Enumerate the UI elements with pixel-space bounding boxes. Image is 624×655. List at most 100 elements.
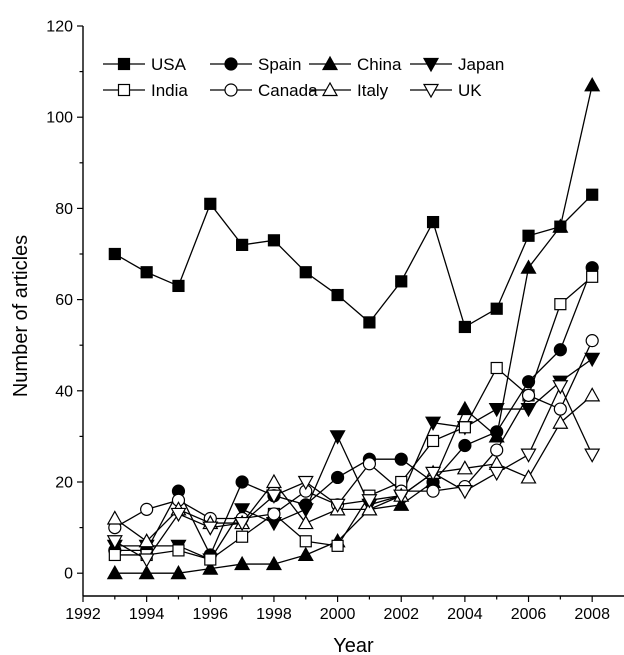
data-point (236, 238, 249, 251)
x-tick-label: 1992 (65, 606, 101, 623)
data-point (108, 247, 121, 261)
data-point (395, 275, 408, 288)
x-axis-title: Year (333, 635, 374, 655)
data-point (393, 496, 410, 511)
data-point (586, 188, 599, 201)
y-axis-title: Number of articles (10, 235, 32, 397)
data-point (106, 510, 123, 525)
data-point (490, 302, 503, 315)
data-point (394, 452, 408, 466)
data-point (234, 503, 251, 518)
data-point (265, 489, 282, 504)
legend-item-italy: Italy (309, 81, 389, 100)
data-point (488, 428, 505, 443)
data-point (490, 361, 503, 375)
data-point (456, 485, 473, 500)
legend-item-spain: Spain (210, 55, 301, 74)
legend-item-india: India (103, 81, 188, 100)
data-point (299, 535, 312, 548)
legend-marker (422, 83, 440, 99)
data-point (140, 502, 154, 516)
data-point (488, 466, 505, 482)
data-point (552, 218, 569, 233)
legend-marker (117, 57, 131, 71)
x-tick-label: 2006 (511, 606, 547, 623)
series-line-china (114, 85, 593, 574)
data-point (202, 521, 219, 536)
data-point (330, 470, 345, 485)
data-point (138, 533, 155, 548)
legend-label: India (151, 81, 188, 100)
data-point (267, 507, 281, 521)
data-point (106, 535, 123, 550)
y-tick-label: 0 (64, 566, 73, 583)
series-line-usa (114, 194, 593, 328)
data-point (554, 298, 567, 311)
data-point (426, 484, 440, 498)
series-line-canada (114, 340, 593, 529)
data-point (265, 555, 282, 571)
data-point (297, 546, 314, 562)
data-point (521, 375, 536, 389)
data-point (361, 501, 378, 516)
legend-item-japan: Japan (410, 55, 504, 74)
data-point (456, 400, 473, 416)
series-canada (108, 334, 599, 535)
data-point (361, 494, 378, 509)
series-italy (106, 387, 601, 548)
x-tick-label: 1994 (129, 606, 165, 623)
y-tick-label: 60 (55, 292, 73, 309)
data-point (331, 539, 344, 552)
legend-marker (224, 83, 238, 97)
y-tick-label: 100 (46, 110, 73, 127)
series-line-india (114, 276, 593, 561)
legend-marker (321, 55, 339, 71)
data-point (297, 475, 314, 491)
legend-marker (422, 57, 440, 73)
data-point (331, 288, 344, 302)
data-point (140, 266, 153, 279)
data-point (520, 448, 537, 463)
legend-label: Japan (458, 55, 504, 74)
data-point (362, 457, 377, 471)
data-point (520, 469, 537, 484)
legend: USA Spain China Japan India Canada Italy UK (103, 55, 504, 100)
data-point (265, 473, 282, 489)
data-point (234, 555, 251, 571)
data-point (520, 402, 537, 418)
data-point (458, 438, 472, 453)
data-point (584, 387, 601, 402)
data-point (426, 215, 440, 229)
data-point (553, 343, 567, 357)
data-point (425, 466, 442, 482)
x-tick-label: 2008 (574, 606, 610, 623)
data-point (106, 564, 123, 580)
data-point (393, 489, 410, 504)
legend-label: China (357, 55, 402, 74)
data-point (138, 564, 155, 580)
data-point (456, 460, 473, 475)
legend-item-uk: UK (410, 81, 482, 100)
data-point (458, 421, 471, 434)
data-point (584, 352, 601, 368)
data-point (108, 548, 121, 562)
y-tick-label: 120 (46, 19, 73, 36)
x-tick-label: 1998 (256, 606, 292, 623)
data-point (267, 234, 281, 247)
y-tick-label: 80 (55, 201, 73, 218)
series-line-italy (114, 394, 593, 543)
legend-item-usa: USA (103, 55, 187, 74)
axes: 1992 1994 1996 1998 2000 2002 2004 2006 2008 0 20 4… (46, 19, 624, 623)
data-point (458, 320, 471, 334)
data-point (138, 553, 155, 568)
legend-item-china: China (309, 55, 402, 74)
data-point (170, 564, 187, 580)
x-tick-label: 1996 (192, 606, 228, 623)
data-point (585, 334, 599, 348)
legend-marker (321, 81, 339, 97)
data-point (299, 266, 312, 279)
series-layer (106, 77, 601, 580)
x-tick-label: 2002 (383, 606, 419, 623)
data-point (425, 416, 442, 431)
legend-item-canada: Canada (210, 81, 318, 100)
